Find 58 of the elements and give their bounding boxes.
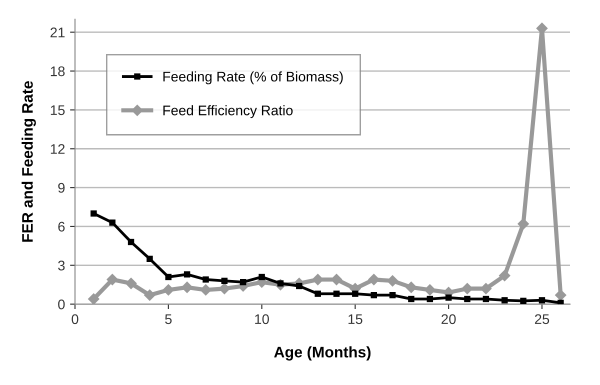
- point: [370, 292, 377, 298]
- x-tick-label: 15: [348, 314, 362, 324]
- y-tick-label: 21: [50, 28, 65, 38]
- y-tick-label: 6: [58, 222, 65, 232]
- point: [181, 282, 193, 293]
- point: [558, 300, 564, 304]
- point: [462, 283, 473, 294]
- point: [518, 218, 529, 230]
- point: [88, 293, 100, 304]
- y-tick-label: 0: [58, 299, 65, 310]
- x-tick-label: 5: [165, 314, 172, 324]
- point: [221, 278, 228, 284]
- y-tick-label: 9: [58, 182, 65, 193]
- point: [424, 284, 436, 296]
- point: [218, 283, 230, 294]
- point: [146, 256, 153, 262]
- x-tick-label: 0: [72, 314, 78, 324]
- point: [128, 238, 134, 246]
- point: [162, 284, 174, 296]
- x-tick-label: 20: [442, 314, 456, 324]
- point: [445, 294, 452, 301]
- point: [501, 297, 508, 304]
- y-tick-label: 15: [50, 105, 65, 116]
- point: [258, 274, 265, 280]
- point: [109, 219, 116, 226]
- point: [200, 284, 212, 296]
- point: [482, 296, 490, 302]
- point: [90, 210, 97, 217]
- point: [408, 296, 414, 302]
- y-tick-label: 18: [50, 66, 65, 76]
- x-axis-title: Age (Months): [274, 346, 371, 361]
- y-tick-label: 3: [58, 260, 65, 270]
- point: [352, 290, 358, 297]
- y-tick-label: 12: [50, 144, 65, 154]
- point: [464, 296, 470, 302]
- point: [125, 278, 137, 290]
- point: [499, 270, 510, 282]
- point: [333, 290, 340, 297]
- legend-label: Feed Efficiency Ratio: [163, 105, 293, 118]
- point: [538, 297, 546, 304]
- point: [312, 274, 324, 286]
- point: [368, 274, 380, 286]
- point: [520, 298, 526, 304]
- legend-label: Feeding Rate (% of Biomass): [163, 71, 343, 84]
- point: [426, 296, 434, 302]
- point: [202, 276, 209, 283]
- x-tick-label: 25: [534, 314, 550, 324]
- y-axis-title: FER and Feeding Rate: [22, 81, 36, 242]
- point: [389, 292, 396, 298]
- point: [314, 290, 321, 297]
- point: [406, 282, 417, 293]
- x-tick-label: 10: [255, 314, 269, 324]
- point: [184, 271, 190, 278]
- point: [144, 289, 156, 301]
- point: [386, 275, 398, 286]
- point: [106, 274, 118, 286]
- point: [240, 279, 246, 286]
- point: [165, 274, 172, 280]
